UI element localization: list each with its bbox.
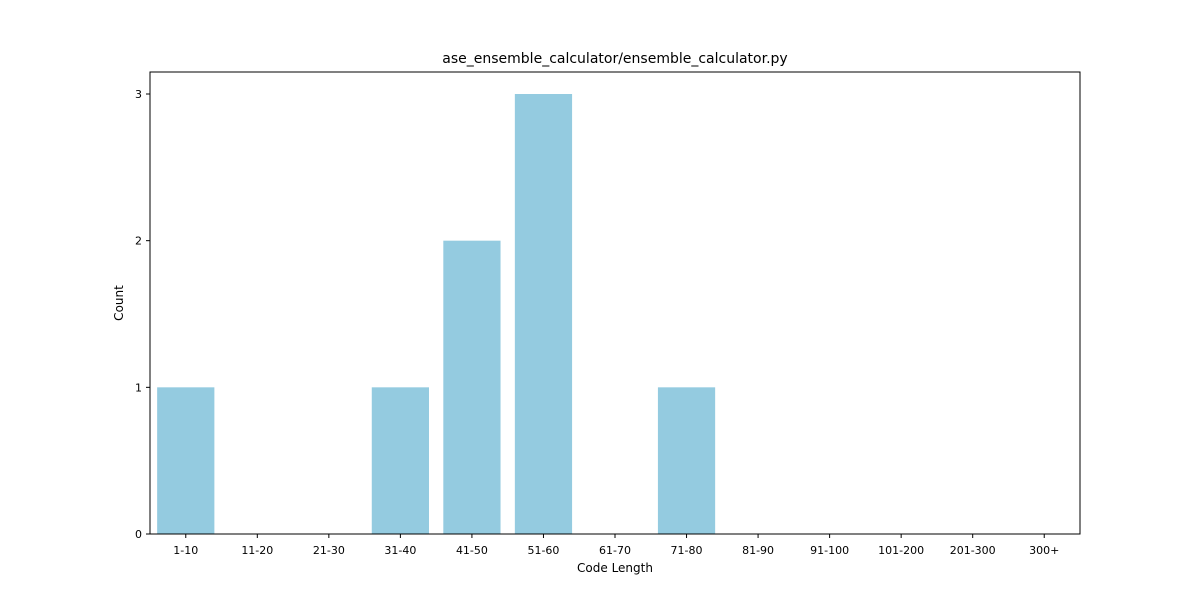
bars-group [157, 94, 716, 535]
bar-31-40 [371, 387, 429, 534]
y-tick-label: 2 [135, 235, 142, 248]
y-tick-label: 3 [135, 88, 142, 101]
x-tick-label: 21-30 [313, 544, 345, 557]
bar-41-50 [443, 240, 501, 535]
x-tick-label: 51-60 [527, 544, 559, 557]
x-tick-label: 31-40 [384, 544, 416, 557]
x-tick-label: 91-100 [810, 544, 849, 557]
y-axis-label: Count [112, 285, 126, 321]
bar-51-60 [514, 94, 573, 534]
x-tick-label: 81-90 [742, 544, 774, 557]
y-tick-label: 1 [135, 381, 142, 394]
x-tick-label: 1-10 [173, 544, 198, 557]
x-tick-label: 11-20 [241, 544, 273, 557]
x-tick-label: 61-70 [599, 544, 631, 557]
y-tick-label: 0 [135, 528, 142, 541]
y-axis-ticks: 0 1 2 3 [135, 88, 150, 541]
x-tick-label: 300+ [1029, 544, 1059, 557]
bar-71-80 [657, 387, 716, 534]
chart-title: ase_ensemble_calculator/ensemble_calcula… [442, 51, 787, 67]
x-axis-label: Code Length [577, 561, 653, 575]
x-tick-label: 71-80 [671, 544, 703, 557]
bar-1-10 [157, 387, 215, 534]
plot-frame [149, 71, 1081, 535]
x-tick-label: 41-50 [456, 544, 488, 557]
x-axis-ticks: 1-10 11-20 21-30 31-40 41-50 51-60 61-70 71-80 8… [173, 534, 1059, 557]
x-tick-label: 201-300 [950, 544, 996, 557]
x-tick-label: 101-200 [878, 544, 924, 557]
